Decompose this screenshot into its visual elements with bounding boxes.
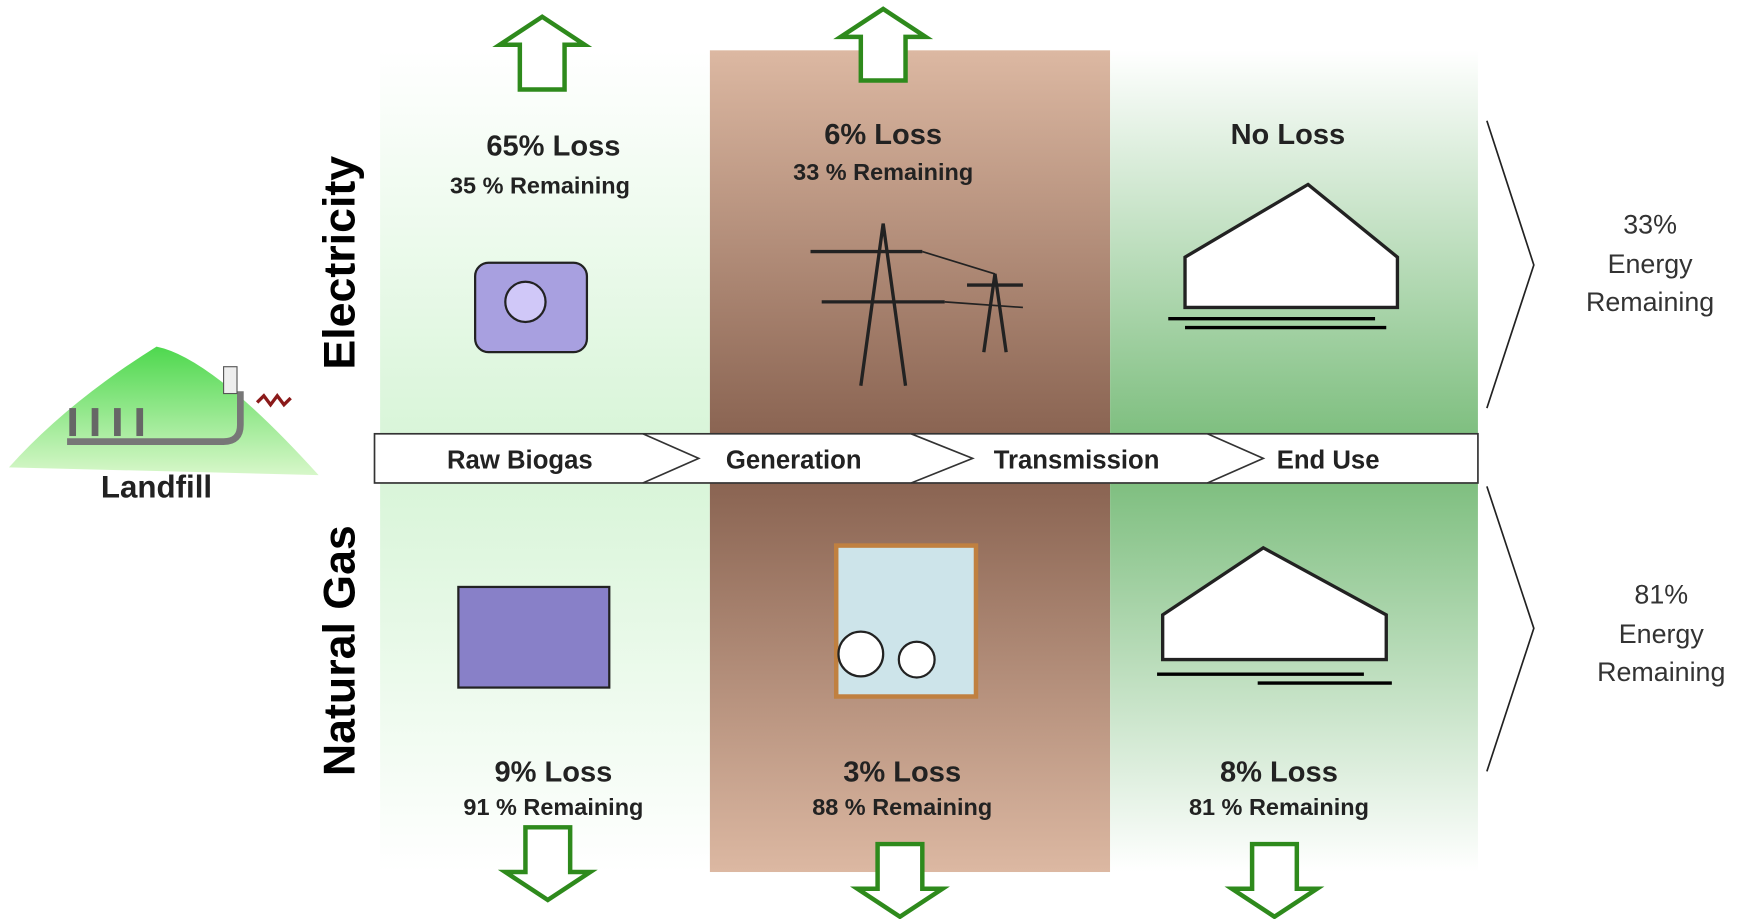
loss: 6% Loss bbox=[824, 119, 942, 151]
result-line: Remaining bbox=[1597, 657, 1725, 687]
row-label: Electricity bbox=[315, 156, 364, 370]
result-line: Energy bbox=[1608, 249, 1694, 279]
result-line: 33% bbox=[1623, 210, 1677, 240]
row-label: Natural Gas bbox=[315, 525, 364, 776]
landfill: Landfill bbox=[9, 347, 319, 505]
landfill-label: Landfill bbox=[101, 470, 212, 505]
loss: No Loss bbox=[1231, 119, 1346, 151]
result-line: 81% bbox=[1634, 580, 1688, 610]
loss: 9% Loss bbox=[494, 756, 612, 788]
stage-label: End Use bbox=[1277, 446, 1380, 474]
loss: 3% Loss bbox=[843, 756, 961, 788]
stage-label: Transmission bbox=[994, 446, 1160, 474]
page: {"landfill":"Landfill", "rows":["Electri… bbox=[0, 0, 1744, 919]
remaining: 81 % Remaining bbox=[1189, 794, 1369, 820]
loss: 65% Loss bbox=[486, 130, 620, 162]
result-line: Energy bbox=[1619, 619, 1705, 649]
remaining: 91 % Remaining bbox=[463, 794, 643, 820]
remaining: 33 % Remaining bbox=[793, 159, 973, 185]
stage-label: Generation bbox=[726, 446, 862, 474]
loss: 8% Loss bbox=[1220, 756, 1338, 788]
diagram: Raw Biogas Generation Transmission End U… bbox=[0, 0, 1744, 919]
remaining: 35 % Remaining bbox=[450, 172, 630, 198]
stage-label: Raw Biogas bbox=[447, 446, 593, 474]
results: 33% Energy Remaining 81% Energy Remainin… bbox=[1586, 210, 1725, 687]
remaining: 88 % Remaining bbox=[812, 794, 992, 820]
chevrons bbox=[1487, 121, 1534, 772]
stage-band: Raw Biogas Generation Transmission End U… bbox=[375, 434, 1478, 483]
result-line: Remaining bbox=[1586, 287, 1714, 317]
gas-cells: 9% Loss 91 % Remaining 3% Loss 88 % Rema… bbox=[463, 756, 1369, 820]
